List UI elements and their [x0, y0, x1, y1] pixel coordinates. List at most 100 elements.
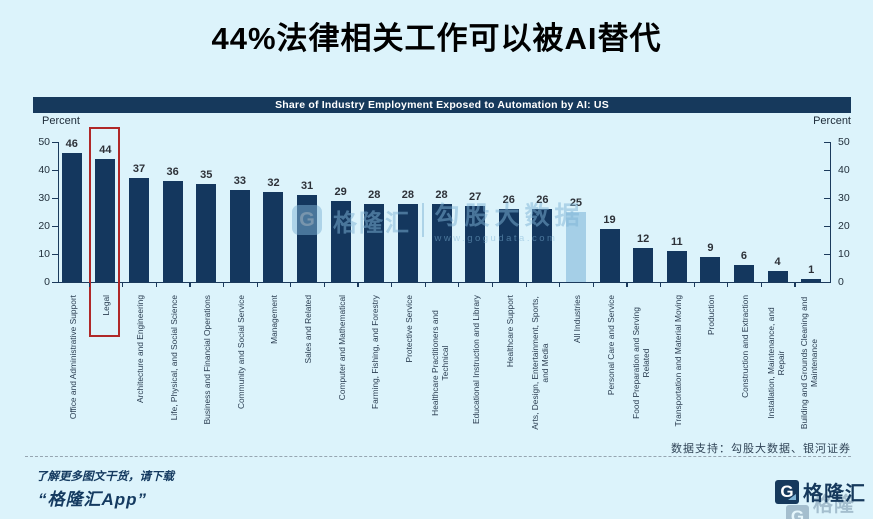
- bar-value-label: 46: [65, 138, 78, 151]
- category-label: Educational Instruction and Library: [471, 295, 482, 424]
- page-title: 44%法律相关工作可以被AI替代: [211, 21, 662, 56]
- bar: [801, 279, 822, 282]
- brand-g-icon: G: [775, 479, 799, 504]
- bar-value-label: 36: [166, 166, 179, 179]
- y-tick-label: 40: [38, 164, 50, 176]
- category-tick-mark: [290, 283, 292, 287]
- category-label: Healthcare Practitioners and Technical: [429, 310, 450, 416]
- category-label: Installation, Maintenance, and Repair: [765, 307, 786, 419]
- bar-column: 19: [593, 142, 627, 282]
- y-tick-label: 0: [44, 276, 50, 288]
- y-tick-mark: [824, 142, 830, 144]
- bar-column: 35: [189, 142, 223, 282]
- bar-value-label: 28: [401, 188, 415, 201]
- category-tick-mark: [727, 283, 729, 287]
- category-tick-mark: [256, 283, 258, 287]
- category-tick-mark: [223, 283, 225, 287]
- bar: [330, 200, 351, 282]
- promo-app-name: “格隆汇App”: [38, 490, 148, 509]
- bar: [532, 209, 553, 282]
- category-tick-mark: [760, 283, 762, 287]
- bar: [95, 158, 116, 282]
- category-tick-mark: [189, 283, 191, 287]
- category-tick-mark: [626, 283, 628, 287]
- y-tick-mark: [52, 198, 58, 200]
- bar-value-label: 28: [435, 188, 448, 201]
- bar-value-label: 4: [774, 255, 781, 268]
- category-label: Construction and Extraction: [739, 295, 750, 398]
- category-tick-mark: [659, 283, 662, 287]
- bar-value-label: 28: [368, 188, 381, 201]
- category-tick-mark: [794, 283, 796, 287]
- bar: [129, 178, 150, 282]
- x-axis-line: [58, 282, 831, 284]
- bar-column: 11: [660, 142, 694, 282]
- legal-highlight-box: [89, 127, 120, 337]
- brand-logo-text: 格隆汇: [812, 494, 855, 516]
- category-label: Healthcare Support: [504, 295, 515, 368]
- bar: [364, 203, 385, 282]
- category-label: Farming, Fishing, and Forestry: [370, 295, 381, 410]
- brand-logo: G 格隆汇: [775, 477, 866, 506]
- bar: [465, 206, 486, 282]
- bar-value-label: 27: [468, 191, 482, 204]
- bar: [263, 192, 284, 282]
- bar: [397, 203, 418, 282]
- category-label: All Industries: [571, 295, 582, 343]
- y-tick-label: 30: [838, 192, 850, 204]
- bar: [498, 209, 519, 282]
- category-tick-mark: [525, 283, 527, 287]
- bars: 46 44 37 36 35 33 32 31 29 28 28 28 27 26 26 25 19 12 11 9 6…: [55, 138, 828, 282]
- bar-column: 44: [89, 142, 123, 282]
- y-tick-mark: [824, 170, 830, 172]
- bar: [599, 228, 620, 282]
- bar-column: 4: [761, 142, 795, 282]
- bar-value-label: 19: [603, 213, 616, 226]
- bar: [61, 153, 82, 282]
- bar-column: 1: [794, 142, 828, 282]
- category-label: Building and Grounds Cleaning and Mainte…: [799, 296, 820, 430]
- y-tick-label: 50: [838, 136, 850, 148]
- y-tick-mark: [52, 282, 58, 284]
- category-tick-mark: [88, 283, 90, 287]
- bar-value-label: 37: [132, 163, 146, 176]
- brand-logo-shadow: G 格隆汇: [786, 488, 873, 519]
- bar: [196, 184, 217, 282]
- category-tick-mark: [323, 283, 326, 287]
- brand-logo-text: 格隆汇: [803, 483, 866, 505]
- y-tick-mark: [824, 254, 830, 256]
- bar-column: 31: [290, 142, 324, 282]
- bar-value-label: 33: [233, 174, 246, 187]
- category-label: Office and Administrative Support: [67, 295, 78, 420]
- y-tick-mark: [824, 198, 830, 200]
- y-axis-label-right: Percent: [813, 115, 851, 127]
- bar-column: 36: [156, 142, 190, 282]
- y-axis-label-left: Percent: [42, 115, 80, 127]
- brand-g-accent: [788, 493, 796, 500]
- bar: [297, 195, 318, 282]
- bar-column: 26: [526, 142, 560, 282]
- bar-column: 28: [357, 142, 391, 282]
- category-label: Architecture and Engineering: [135, 295, 146, 404]
- bar-column: 29: [324, 142, 358, 282]
- category-label: Transportation and Material Moving: [672, 295, 683, 427]
- bar-value-label: 9: [707, 241, 714, 254]
- bar-value-label: 12: [637, 233, 650, 246]
- category-labels: Office and Administrative Support Legal Ar…: [55, 288, 828, 438]
- bar-value-label: 31: [300, 180, 314, 193]
- bar-value-label: 6: [740, 250, 748, 263]
- y-tick-label: 0: [838, 276, 844, 288]
- category-label: Management: [269, 295, 280, 344]
- bar-column: 12: [626, 142, 660, 282]
- bar-column: 9: [694, 142, 728, 282]
- category-tick-mark: [693, 283, 695, 287]
- bar-value-label: 1: [808, 264, 815, 277]
- category-label: Community and Social Service: [235, 295, 246, 410]
- y-tick-mark: [824, 226, 830, 228]
- bar-value-label: 35: [200, 169, 213, 181]
- category-label: Business and Financial Operations: [202, 295, 213, 425]
- data-source-note: 数据支持：勾股大数据、银河证券: [671, 443, 851, 455]
- bar: [733, 265, 754, 282]
- bar-column: 27: [458, 142, 492, 282]
